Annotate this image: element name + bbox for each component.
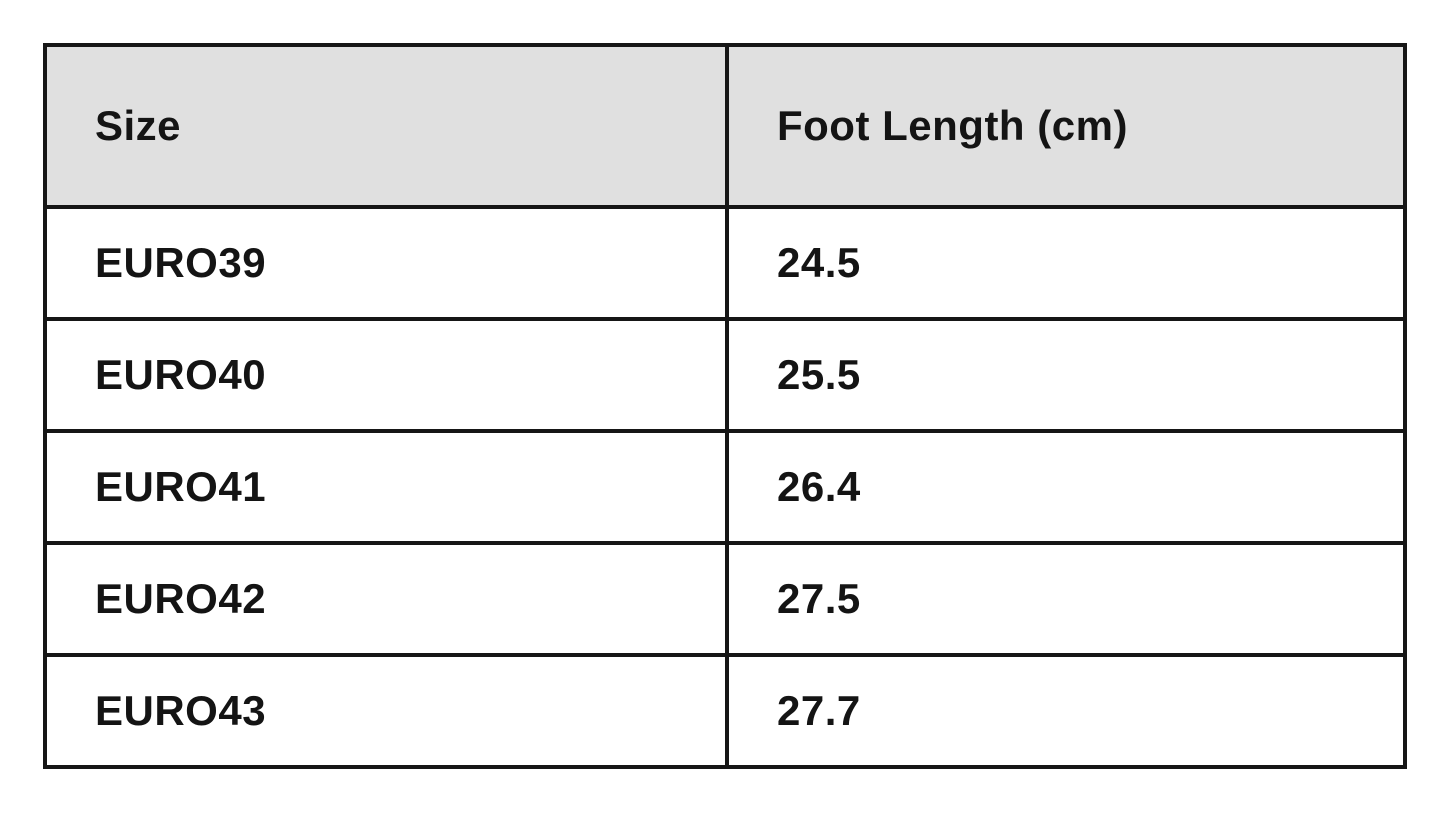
table-row: EURO43 27.7 — [43, 653, 1407, 769]
table-row: EURO41 26.4 — [43, 429, 1407, 545]
foot-length-cell: 27.5 — [725, 541, 1407, 657]
size-cell: EURO40 — [43, 317, 729, 433]
foot-length-cell: 24.5 — [725, 205, 1407, 321]
foot-length-cell: 26.4 — [725, 429, 1407, 545]
size-chart-table: Size Foot Length (cm) EURO39 24.5 EURO40… — [43, 43, 1407, 769]
table-row: EURO39 24.5 — [43, 205, 1407, 321]
foot-length-column-header: Foot Length (cm) — [725, 43, 1407, 209]
size-cell: EURO39 — [43, 205, 729, 321]
size-cell: EURO43 — [43, 653, 729, 769]
table-row: EURO40 25.5 — [43, 317, 1407, 433]
table-row: EURO42 27.5 — [43, 541, 1407, 657]
size-cell: EURO42 — [43, 541, 729, 657]
foot-length-cell: 27.7 — [725, 653, 1407, 769]
table-header-row: Size Foot Length (cm) — [43, 43, 1407, 209]
foot-length-cell: 25.5 — [725, 317, 1407, 433]
size-column-header: Size — [43, 43, 729, 209]
size-cell: EURO41 — [43, 429, 729, 545]
